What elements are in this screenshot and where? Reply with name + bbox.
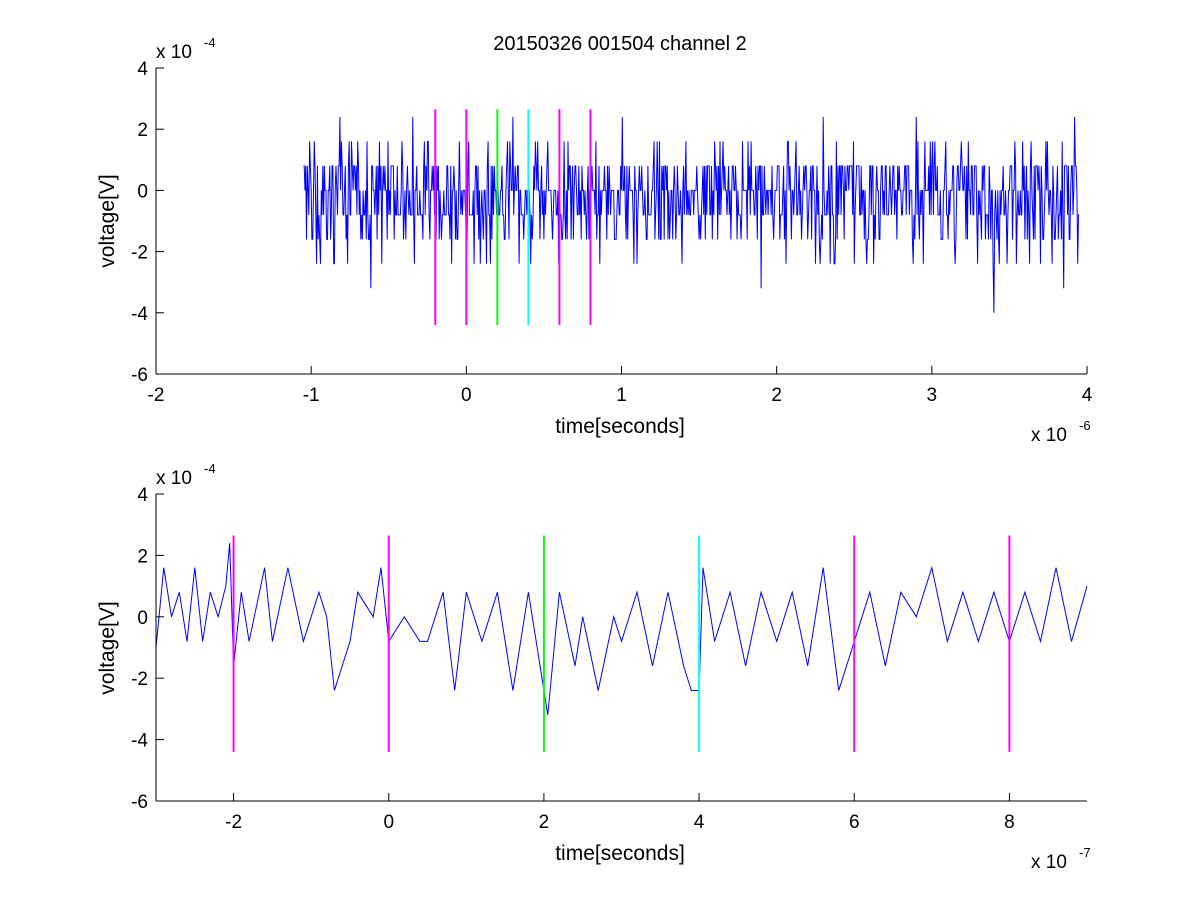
- bottom-y-multiplier: x 10 -4: [156, 461, 216, 489]
- bottom-y-multiplier-base: x 10: [156, 468, 192, 489]
- top-y-ticks: -6 -4 -2 0 2 4: [131, 59, 164, 386]
- top-x-tick-label: 2: [771, 385, 782, 406]
- bottom-y-tick-label: -4: [131, 731, 148, 752]
- bottom-x-ticks: -2 0 2 4 6 8: [225, 793, 1015, 833]
- top-y-tick-label: 0: [137, 181, 148, 202]
- bottom-y-tick-label: 0: [137, 608, 148, 629]
- top-y-multiplier-exponent: -4: [204, 35, 216, 50]
- top-signal-trace: [303, 116, 1080, 313]
- bottom-x-tick-label: 4: [694, 812, 705, 833]
- bottom-x-tick-label: 0: [383, 812, 394, 833]
- top-y-tick-label: 2: [137, 120, 148, 141]
- chart-title: 20150326 001504 channel 2: [493, 33, 747, 55]
- top-x-tick-label: -1: [303, 385, 320, 406]
- top-x-multiplier-exponent: -6: [1079, 418, 1091, 433]
- bottom-y-ticks: -6 -4 -2 0 2 4: [131, 485, 164, 813]
- top-y-multiplier: x 10 -4: [156, 35, 216, 63]
- bottom-x-tick-label: 8: [1004, 812, 1015, 833]
- bottom-signal-group: [155, 543, 1088, 716]
- bottom-axes: -2 0 2 4 6 8 -6 -4 -2 0 2 4 time[seconds] voltage[…: [96, 461, 1091, 873]
- bottom-signal-trace: [155, 543, 1088, 716]
- bottom-y-tick-label: 2: [137, 546, 148, 567]
- top-y-multiplier-base: x 10: [156, 42, 192, 63]
- top-x-ticks: -2 -1 0 1 2 3 4: [148, 366, 1093, 406]
- top-x-tick-label: 4: [1082, 385, 1093, 406]
- top-y-axis-label: voltage[V]: [96, 174, 119, 267]
- bottom-plot-area: [156, 494, 1087, 801]
- top-y-tick-label: -2: [131, 243, 148, 264]
- top-x-tick-label: 3: [927, 385, 938, 406]
- top-x-multiplier-base: x 10: [1031, 425, 1067, 446]
- top-x-axis-label: time[seconds]: [555, 415, 685, 438]
- bottom-x-multiplier-base: x 10: [1031, 852, 1067, 873]
- bottom-y-tick-label: 4: [137, 485, 148, 506]
- top-y-tick-label: 4: [137, 59, 148, 80]
- top-x-tick-label: -2: [148, 385, 165, 406]
- top-y-tick-label: -4: [131, 304, 148, 325]
- bottom-y-multiplier-exponent: -4: [204, 461, 216, 476]
- bottom-x-tick-label: 6: [849, 812, 860, 833]
- top-x-tick-label: 1: [616, 385, 627, 406]
- bottom-y-axis-label: voltage[V]: [96, 601, 119, 694]
- top-markers-group: [434, 109, 592, 326]
- bottom-y-tick-label: -2: [131, 669, 148, 690]
- top-x-tick-label: 0: [461, 385, 472, 406]
- top-x-multiplier: x 10 -6: [1031, 418, 1091, 446]
- top-axes: 20150326 001504 channel 2 -2 -1 0 1 2 3 4 -6 -4…: [96, 33, 1093, 446]
- bottom-x-multiplier-exponent: -7: [1079, 845, 1091, 860]
- top-y-tick-label: -6: [131, 365, 148, 386]
- bottom-y-tick-label: -6: [131, 792, 148, 813]
- bottom-x-multiplier: x 10 -7: [1031, 845, 1091, 873]
- bottom-x-tick-label: 2: [539, 812, 550, 833]
- top-signal-group: [303, 116, 1080, 313]
- bottom-markers-group: [232, 535, 1011, 752]
- bottom-x-tick-label: -2: [225, 812, 242, 833]
- bottom-x-axis-label: time[seconds]: [555, 842, 685, 865]
